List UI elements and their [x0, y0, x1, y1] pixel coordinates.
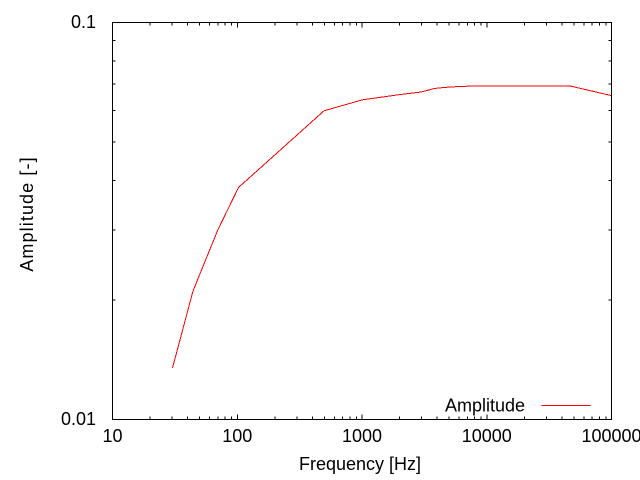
svg-text:10000: 10000	[462, 426, 512, 446]
svg-text:100: 100	[222, 426, 252, 446]
svg-text:10: 10	[102, 426, 122, 446]
svg-text:1000: 1000	[342, 426, 382, 446]
svg-text:0.1: 0.1	[71, 12, 96, 32]
svg-text:0.01: 0.01	[61, 409, 96, 429]
svg-text:100000: 100000	[581, 426, 640, 446]
svg-text:Frequency [Hz]: Frequency [Hz]	[299, 454, 421, 474]
svg-text:Amplitude: Amplitude	[445, 396, 525, 416]
svg-text:Amplitude [-]: Amplitude [-]	[17, 156, 37, 271]
